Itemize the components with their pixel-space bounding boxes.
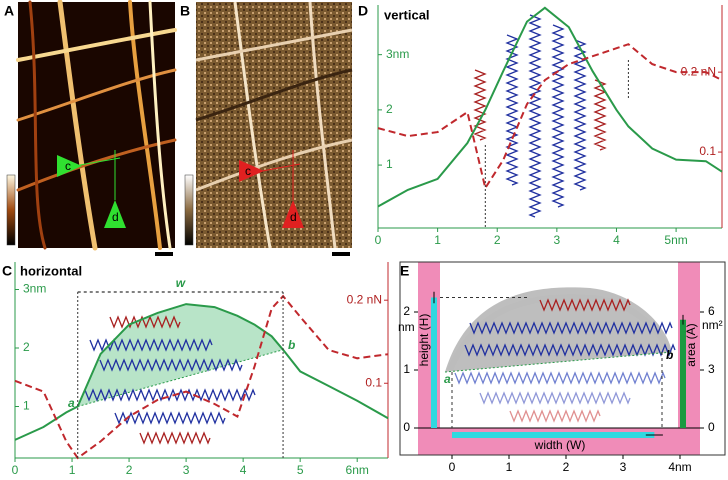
molecule xyxy=(469,321,673,335)
molecule xyxy=(505,34,519,186)
data-line xyxy=(377,6,723,208)
y-tick-label: 2 xyxy=(403,304,410,318)
panel-frame xyxy=(399,261,726,456)
colorbar xyxy=(6,174,16,246)
molecule xyxy=(473,69,487,141)
molecule xyxy=(114,411,226,425)
width-bar xyxy=(452,432,655,438)
y-tick-label: 1 xyxy=(386,157,393,171)
y2-tick-label: 0.1 xyxy=(365,375,382,389)
arrow-marker xyxy=(282,200,304,228)
x-tick-label: 2 xyxy=(126,463,133,477)
marker-label: c xyxy=(65,159,71,173)
height-bar xyxy=(431,297,437,428)
x-tick-label: 2 xyxy=(563,460,570,474)
y-tick-label: 1 xyxy=(23,399,30,413)
base-line xyxy=(77,349,284,407)
x-tick-label: 0 xyxy=(12,463,19,477)
x-tick-label: 1 xyxy=(434,233,441,247)
colorbar xyxy=(184,174,194,246)
x-tick-label: 4 xyxy=(613,233,620,247)
y2-tick-label: 0 xyxy=(708,420,715,434)
molecule xyxy=(573,39,587,191)
axis-title: width (W) xyxy=(534,438,586,452)
point-label: a xyxy=(68,396,75,410)
axis-title: height (H) xyxy=(417,314,431,367)
x-tick-label: 3 xyxy=(620,460,627,474)
width-label: w xyxy=(176,276,186,290)
data-line xyxy=(377,43,723,191)
molecule xyxy=(89,338,213,352)
marker-label: d xyxy=(290,210,297,224)
panel-label: A xyxy=(4,3,14,19)
molecule xyxy=(99,358,243,372)
point-label: b xyxy=(288,338,295,352)
y2-tick-label: 3 xyxy=(708,362,715,376)
molecule xyxy=(84,388,256,402)
scale-bar xyxy=(155,252,173,256)
x-tick-label: 5nm xyxy=(664,233,687,247)
molecule xyxy=(539,298,631,312)
y2-tick-label: 6 xyxy=(708,304,715,318)
x-tick-label: 6nm xyxy=(346,463,369,477)
y-tick-label: 3nm xyxy=(386,47,409,61)
y2-unit: nm² xyxy=(702,318,723,332)
y-tick-label: 0 xyxy=(403,420,410,434)
y-tick-label: 3nm xyxy=(23,282,46,296)
molecule xyxy=(528,14,542,218)
scale-bar xyxy=(332,252,350,256)
panel-label: E xyxy=(400,263,409,279)
molecule xyxy=(464,343,676,357)
shaded-area xyxy=(77,304,284,407)
molecule xyxy=(109,315,181,329)
panel-label: B xyxy=(180,3,190,19)
x-tick-label: 2 xyxy=(494,233,501,247)
fibers xyxy=(16,0,177,251)
base-line xyxy=(444,351,673,373)
y-tick-label: 2 xyxy=(386,102,393,116)
arrow-marker xyxy=(57,155,82,177)
data-line xyxy=(14,303,389,441)
panel-label: C xyxy=(2,263,12,279)
x-tick-label: 3 xyxy=(183,463,190,477)
arrow-marker xyxy=(239,160,264,182)
x-tick-label: 0 xyxy=(449,460,456,474)
molecule xyxy=(551,24,565,208)
y-unit: nm xyxy=(398,320,415,334)
y2-tick-label: 0.2 nN xyxy=(347,292,382,306)
y2-tick-label: 0.1 xyxy=(699,144,716,158)
data-line xyxy=(14,294,389,460)
x-tick-label: 0 xyxy=(375,233,382,247)
x-tick-label: 1 xyxy=(69,463,76,477)
molecule xyxy=(454,371,666,385)
molecule xyxy=(509,409,601,423)
marker-label: d xyxy=(112,210,119,224)
x-tick-label: 1 xyxy=(506,460,513,474)
afm-image xyxy=(196,2,352,248)
profile-line xyxy=(261,163,301,172)
arrow-marker xyxy=(104,200,126,228)
x-tick-label: 4 xyxy=(240,463,247,477)
fibers xyxy=(195,1,353,249)
point-label: a xyxy=(444,372,451,386)
y-tick-label: 2 xyxy=(23,340,30,354)
y-tick-label: 1 xyxy=(403,362,410,376)
axis-title: area (A) xyxy=(684,323,698,366)
x-tick-label: 4nm xyxy=(668,460,691,474)
area-bar xyxy=(680,319,686,428)
molecule xyxy=(479,391,631,405)
marker-label: c xyxy=(245,164,251,178)
x-tick-label: 3 xyxy=(554,233,561,247)
panel-title: vertical xyxy=(384,7,430,22)
x-tick-label: 5 xyxy=(297,463,304,477)
point-label: b xyxy=(666,348,673,362)
molecule xyxy=(139,431,211,445)
panel-label: D xyxy=(358,3,368,19)
panel-title: horizontal xyxy=(20,263,82,278)
profile-line xyxy=(79,157,121,166)
